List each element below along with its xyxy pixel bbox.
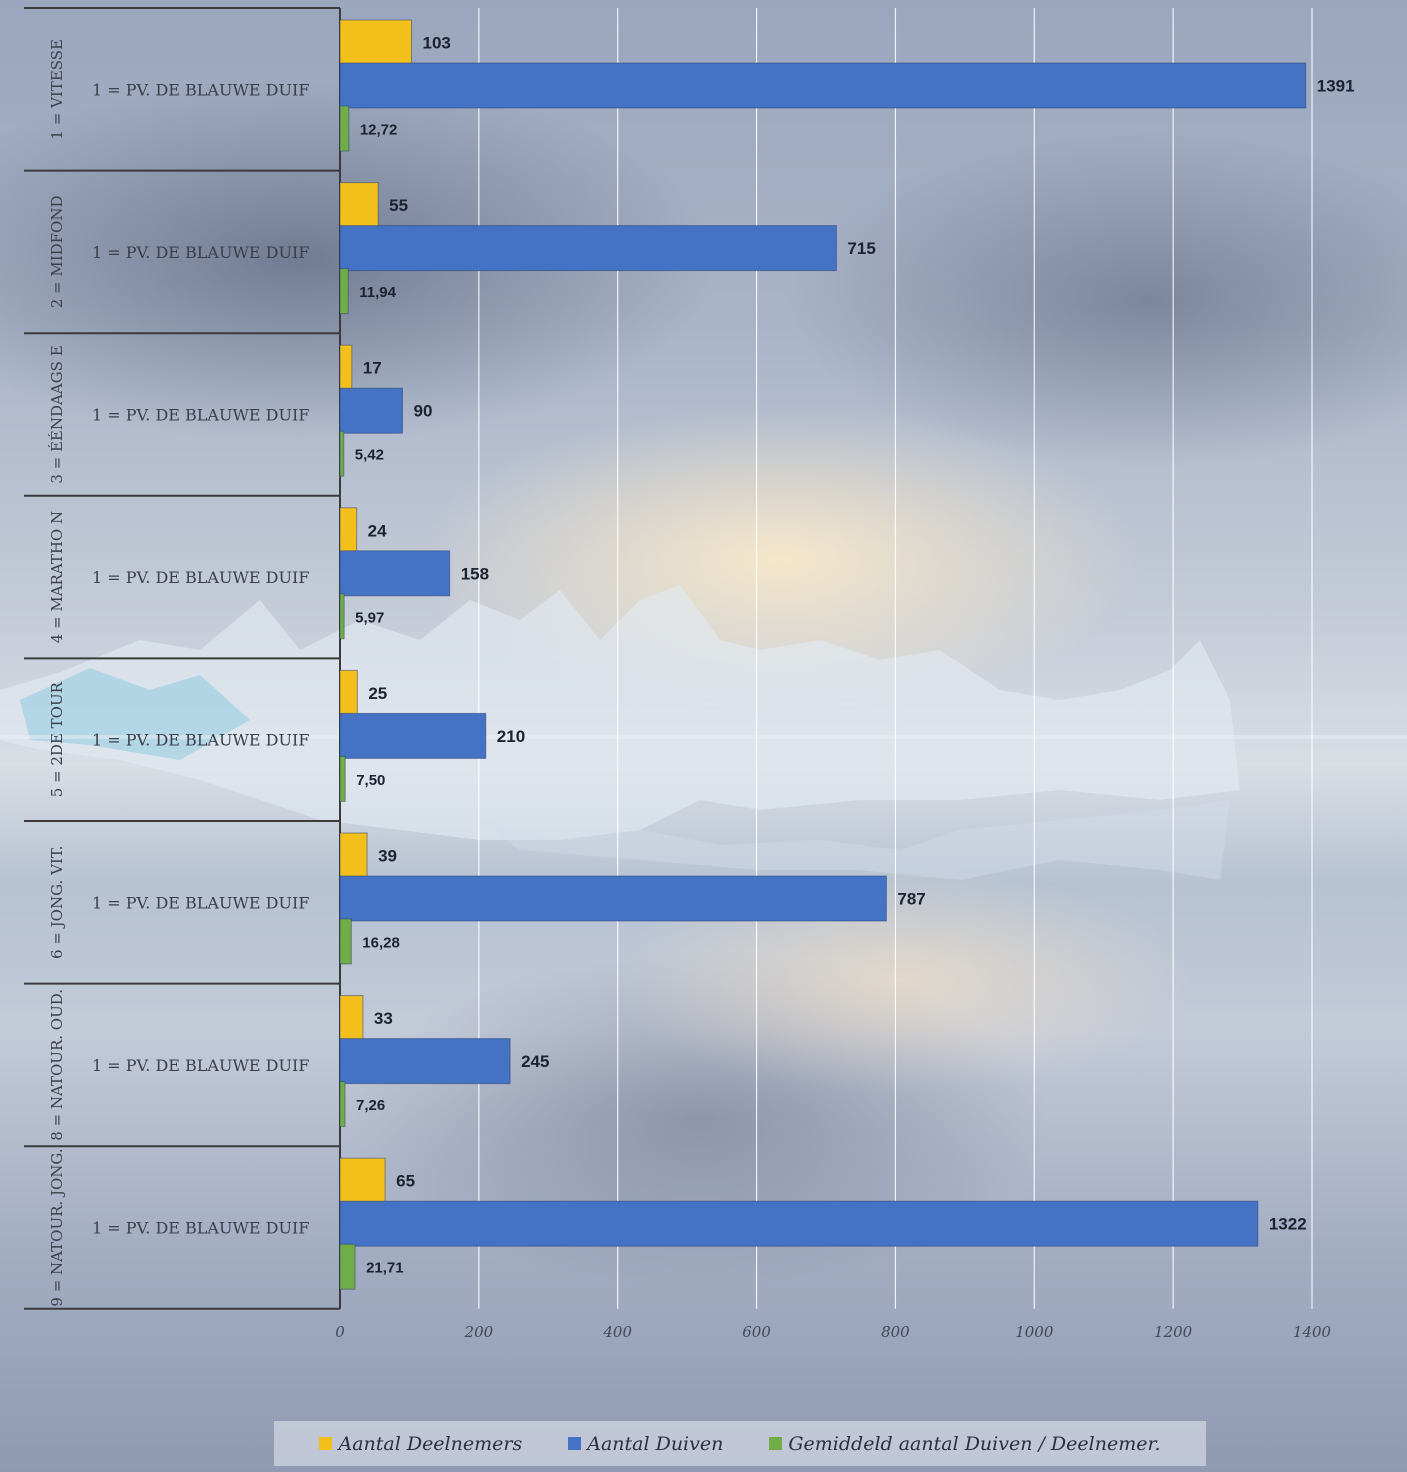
- category-row-frames: [24, 7, 341, 1310]
- bars: 103 1391 12,72 55 715 11,94 17 90 5,42 24 158 5,97 2…: [339, 19, 1355, 1290]
- bar: [339, 832, 368, 879]
- legend-swatch-duiven: [568, 1437, 582, 1450]
- data-label: 90: [413, 402, 432, 421]
- legend-label-duiven: Aantal Duiven: [587, 1432, 724, 1455]
- bar: [339, 918, 352, 965]
- data-label: 24: [368, 521, 387, 540]
- iceberg-left: [0, 585, 1240, 840]
- data-label: 65: [396, 1172, 415, 1191]
- x-tick-label: 1200: [1154, 1323, 1193, 1341]
- category-label: 1 = PV. DE BLAUWE DUIF: [92, 406, 309, 425]
- group-label: 3 = ÉÉNDAAGS E: [48, 345, 66, 483]
- data-label: 158: [461, 564, 489, 583]
- category-label: 1 = PV. DE BLAUWE DUIF: [92, 893, 309, 912]
- bar: [339, 19, 413, 66]
- data-label: 21,71: [366, 1260, 404, 1277]
- legend-item-duiven: Aantal Duiven: [568, 1433, 723, 1455]
- data-label: 7,50: [356, 772, 385, 789]
- legend-item-deelnemers: Aantal Deelnemers: [319, 1433, 522, 1455]
- category-label: 1 = PV. DE BLAUWE DUIF: [92, 243, 309, 262]
- data-label: 16,28: [362, 935, 400, 952]
- data-label: 103: [423, 34, 451, 53]
- group-label: 4 = MARATHO N: [48, 511, 66, 643]
- bar: [339, 344, 353, 391]
- data-label: 5,97: [355, 609, 384, 626]
- x-tick-label: 400: [602, 1323, 632, 1341]
- category-label: 1 = PV. DE BLAUWE DUIF: [92, 80, 309, 99]
- bar: [339, 268, 349, 315]
- legend-label-gemiddeld: Gemiddeld aantal Duiven / Deelnemer.: [788, 1432, 1161, 1455]
- data-label: 17: [363, 359, 382, 378]
- category-label: 1 = PV. DE BLAUWE DUIF: [92, 568, 309, 587]
- group-label: 2 = MIDFOND: [48, 195, 66, 308]
- x-axis-ticks: 0 200 400 600 800 1000 1200 1400: [335, 1323, 1331, 1341]
- data-label: 33: [374, 1009, 393, 1028]
- group-label: 5 = 2DE TOUR: [48, 681, 66, 797]
- bar: [339, 995, 364, 1042]
- data-label: 715: [847, 239, 875, 258]
- x-tick-label: 0: [335, 1323, 345, 1341]
- bar: [339, 225, 837, 272]
- data-label: 5,42: [355, 447, 384, 464]
- bar: [339, 1243, 356, 1290]
- group-label: 6 = JONG. VIT.: [48, 846, 66, 959]
- legend-label-deelnemers: Aantal Deelnemers: [338, 1432, 523, 1455]
- group-label: 9 = NATOUR. JONG.: [48, 1148, 66, 1306]
- legend-swatch-deelnemers: [319, 1437, 333, 1450]
- group-label: 1 = VITESSE: [48, 39, 66, 140]
- data-label: 7,26: [356, 1097, 385, 1114]
- data-label: 1322: [1269, 1215, 1307, 1234]
- water-horizon: [0, 735, 1407, 739]
- bar: [339, 712, 487, 759]
- data-label: 55: [389, 196, 408, 215]
- legend-swatch-gemiddeld: [769, 1437, 783, 1450]
- bar: [339, 182, 379, 229]
- legend-item-gemiddeld: Gemiddeld aantal Duiven / Deelnemer.: [769, 1432, 1161, 1455]
- data-label: 245: [521, 1052, 549, 1071]
- bar: [339, 62, 1307, 109]
- category-label: 1 = PV. DE BLAUWE DUIF: [92, 731, 309, 750]
- bar: [339, 105, 350, 152]
- legend: Aantal Deelnemers Aantal Duiven Gemiddel…: [274, 1421, 1206, 1466]
- category-label: 1 = PV. DE BLAUWE DUIF: [92, 1056, 309, 1075]
- bar: [339, 507, 358, 554]
- bar: [339, 430, 345, 477]
- category-labels: 1 = PV. DE BLAUWE DUIF 1 = VITESSE 1 = PV.…: [48, 39, 309, 1307]
- data-label: 39: [378, 847, 397, 866]
- bar: [339, 1038, 511, 1085]
- x-tick-label: 600: [742, 1323, 771, 1341]
- x-tick-label: 1000: [1015, 1323, 1054, 1341]
- data-label: 25: [368, 684, 387, 703]
- gridlines: [478, 8, 1313, 1309]
- x-tick-label: 200: [464, 1323, 494, 1341]
- bar: [339, 755, 346, 802]
- bar: [339, 1081, 346, 1128]
- data-label: 210: [497, 727, 525, 746]
- bar: [339, 387, 403, 434]
- x-tick-label: 800: [881, 1323, 910, 1341]
- iceberg-reflection: [480, 800, 1230, 880]
- group-label: 8 = NATOUR. OUD.: [48, 989, 66, 1141]
- category-label: 1 = PV. DE BLAUWE DUIF: [92, 1219, 309, 1238]
- bar: [339, 669, 358, 716]
- bar: [339, 1157, 386, 1204]
- data-label: 11,94: [359, 284, 396, 301]
- bar: [339, 593, 345, 640]
- data-label: 12,72: [360, 122, 398, 139]
- bar: [339, 1200, 1259, 1247]
- x-tick-label: 1400: [1293, 1323, 1332, 1341]
- bar: [339, 550, 451, 597]
- bar: [339, 875, 887, 922]
- data-label: 787: [897, 890, 925, 909]
- data-label: 1391: [1317, 77, 1355, 96]
